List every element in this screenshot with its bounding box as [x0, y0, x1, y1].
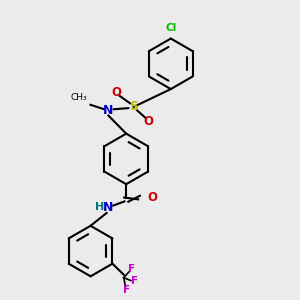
Text: O: O: [143, 115, 154, 128]
Text: F: F: [123, 285, 130, 295]
Text: O: O: [112, 86, 122, 99]
Text: CH₃: CH₃: [70, 93, 87, 102]
Text: N: N: [103, 104, 114, 117]
Text: O: O: [147, 191, 157, 204]
Text: S: S: [129, 100, 138, 113]
Text: H: H: [95, 202, 104, 212]
Text: F: F: [131, 276, 139, 286]
Text: N: N: [103, 202, 114, 214]
Text: F: F: [128, 264, 136, 274]
Text: Cl: Cl: [165, 23, 176, 33]
